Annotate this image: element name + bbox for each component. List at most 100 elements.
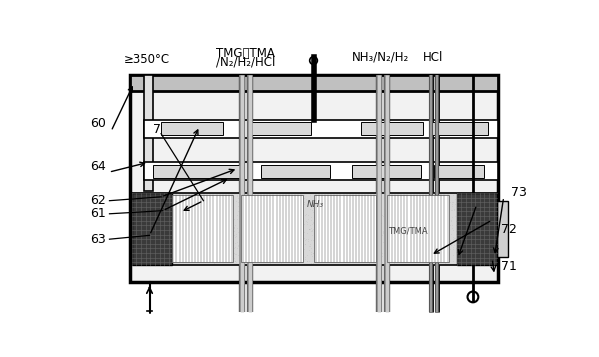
Point bbox=[416, 215, 426, 220]
Point bbox=[384, 230, 394, 235]
Point bbox=[355, 245, 364, 250]
Point bbox=[401, 256, 411, 262]
Point bbox=[467, 248, 476, 254]
Point bbox=[254, 232, 264, 238]
Point bbox=[273, 215, 282, 221]
Point bbox=[383, 198, 393, 204]
Point bbox=[276, 212, 285, 218]
Point bbox=[232, 245, 242, 251]
Point bbox=[279, 235, 288, 240]
Point bbox=[259, 236, 268, 242]
Point bbox=[470, 206, 479, 212]
Point bbox=[271, 242, 281, 248]
Point bbox=[213, 235, 222, 241]
Point bbox=[300, 241, 310, 247]
Point bbox=[259, 243, 268, 249]
Point bbox=[252, 256, 261, 262]
Point bbox=[199, 202, 208, 207]
Point bbox=[337, 200, 346, 206]
Point bbox=[217, 222, 226, 227]
Point bbox=[206, 202, 216, 208]
Point bbox=[319, 215, 329, 221]
Point bbox=[384, 235, 394, 241]
Point bbox=[277, 228, 286, 234]
Point bbox=[291, 258, 300, 264]
Point bbox=[332, 192, 342, 198]
Point bbox=[177, 233, 187, 238]
Point bbox=[235, 208, 244, 213]
Point bbox=[345, 244, 355, 250]
Point bbox=[174, 195, 183, 201]
Point bbox=[187, 220, 197, 226]
Point bbox=[226, 237, 236, 243]
Point bbox=[267, 230, 277, 236]
Point bbox=[357, 220, 367, 225]
Point bbox=[347, 250, 356, 256]
Point bbox=[352, 211, 362, 217]
Point bbox=[239, 205, 249, 210]
Point bbox=[133, 253, 143, 259]
Point bbox=[184, 248, 193, 253]
Point bbox=[198, 248, 208, 254]
Point bbox=[373, 204, 383, 210]
Point bbox=[297, 250, 307, 255]
Point bbox=[489, 201, 498, 207]
Point bbox=[195, 248, 204, 254]
Point bbox=[395, 256, 404, 262]
Point bbox=[488, 222, 497, 228]
Point bbox=[235, 224, 245, 230]
Point bbox=[217, 211, 226, 217]
Point bbox=[206, 248, 216, 254]
Point bbox=[378, 259, 388, 265]
Point bbox=[142, 244, 152, 250]
Point bbox=[387, 245, 397, 250]
Point bbox=[255, 208, 264, 214]
Point bbox=[173, 215, 183, 221]
Point bbox=[452, 249, 461, 255]
Point bbox=[302, 196, 311, 202]
Point bbox=[358, 226, 368, 232]
Point bbox=[285, 201, 294, 207]
Point bbox=[187, 202, 197, 208]
Point bbox=[319, 240, 328, 246]
Point bbox=[386, 211, 396, 217]
Point bbox=[246, 218, 256, 224]
Point bbox=[177, 257, 187, 263]
Point bbox=[423, 216, 433, 222]
Point bbox=[224, 245, 234, 251]
Point bbox=[238, 212, 247, 218]
Point bbox=[249, 203, 259, 209]
Bar bbox=[161, 122, 223, 135]
Point bbox=[432, 255, 441, 261]
Point bbox=[140, 197, 149, 203]
Point bbox=[168, 217, 178, 223]
Point bbox=[147, 229, 157, 235]
Point bbox=[145, 257, 155, 263]
Point bbox=[358, 245, 368, 251]
Point bbox=[489, 201, 498, 206]
Point bbox=[202, 251, 211, 257]
Point bbox=[214, 193, 224, 198]
Point bbox=[275, 213, 285, 218]
Point bbox=[391, 245, 401, 250]
Point bbox=[204, 227, 213, 233]
Point bbox=[420, 250, 429, 256]
Point bbox=[418, 233, 427, 238]
Point bbox=[231, 258, 240, 264]
Point bbox=[472, 259, 482, 265]
Point bbox=[345, 243, 355, 248]
Point bbox=[459, 210, 469, 216]
Point bbox=[472, 197, 482, 203]
Point bbox=[448, 252, 458, 258]
Point bbox=[254, 227, 264, 232]
Point bbox=[427, 195, 437, 201]
Point bbox=[488, 206, 498, 211]
Point bbox=[369, 205, 379, 211]
Point bbox=[168, 206, 178, 212]
Point bbox=[223, 228, 233, 233]
Point bbox=[352, 201, 362, 207]
Point bbox=[271, 242, 280, 248]
Point bbox=[386, 192, 395, 197]
Point bbox=[471, 240, 481, 246]
Point bbox=[247, 217, 257, 223]
